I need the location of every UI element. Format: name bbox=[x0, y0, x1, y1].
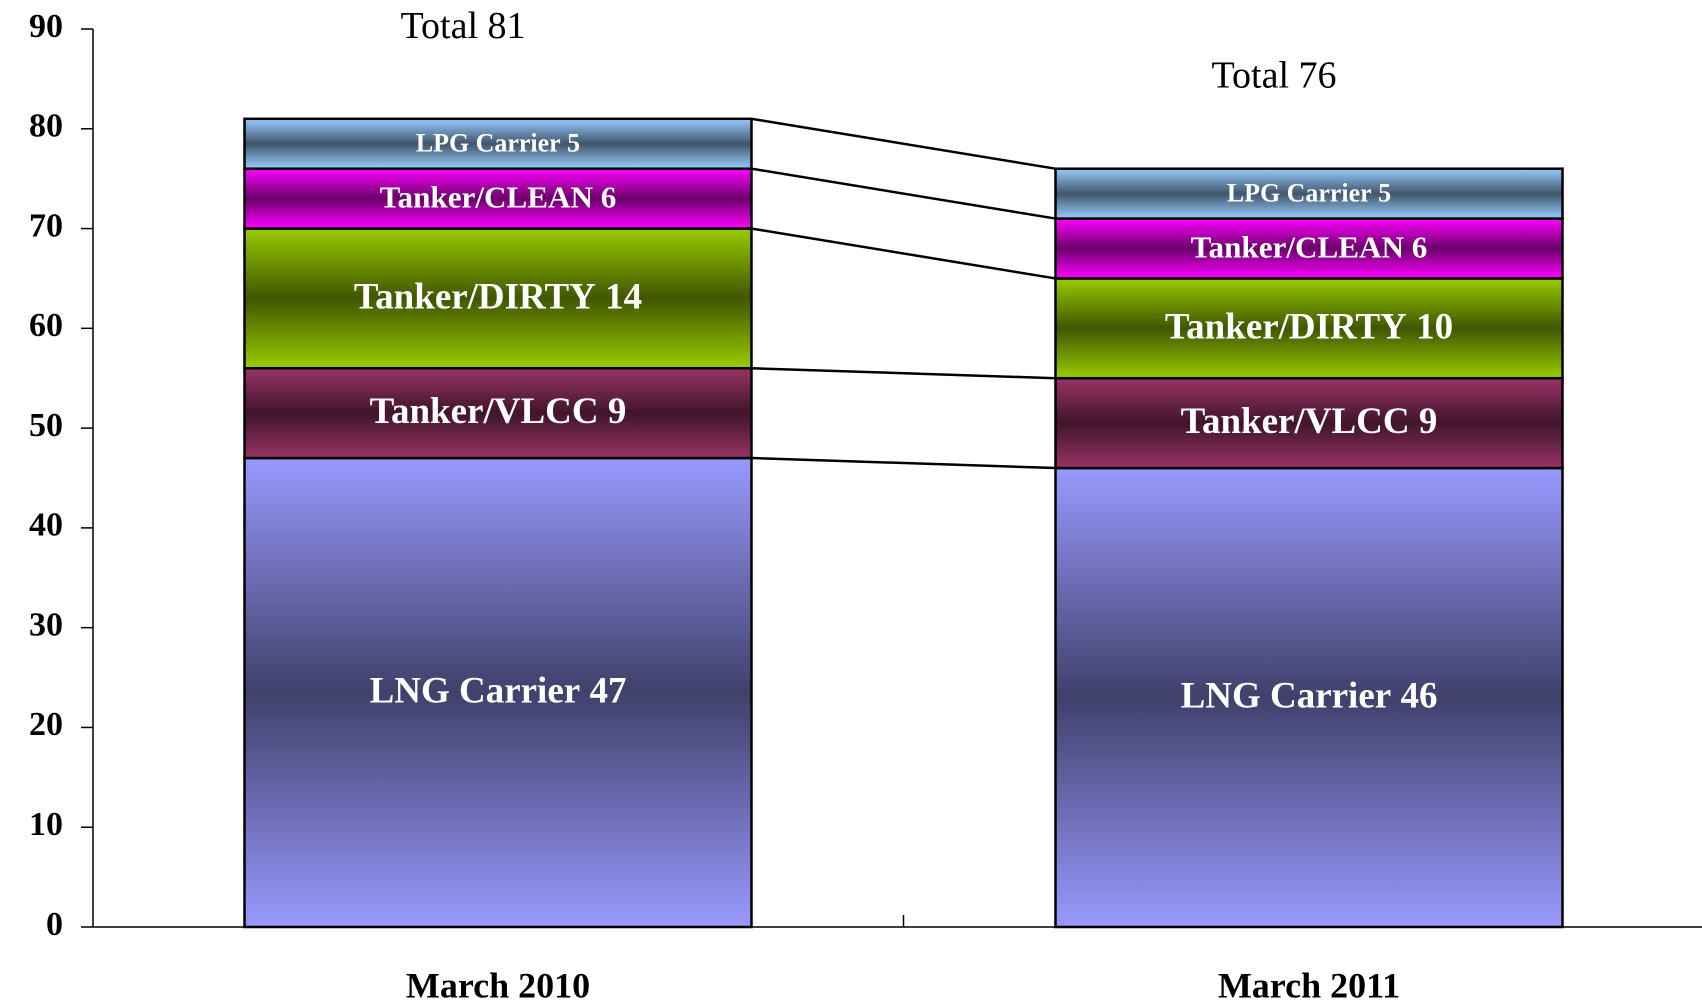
segment-name: Tanker/DIRTY bbox=[354, 277, 596, 318]
segment-name: LNG Carrier bbox=[370, 671, 581, 712]
segment-value: 6 bbox=[601, 180, 617, 215]
segment-name: Tanker/VLCC bbox=[1181, 402, 1410, 443]
segment-name: LPG Carrier bbox=[416, 129, 561, 158]
total-word: Total bbox=[400, 5, 478, 47]
bar-segment bbox=[1054, 167, 1564, 220]
y-tick-label: 70 bbox=[29, 207, 63, 244]
segment-label: Tanker/CLEAN 6 bbox=[380, 180, 617, 215]
segment-value: 10 bbox=[1416, 307, 1453, 348]
y-tick-label: 20 bbox=[29, 706, 63, 743]
segment-label: Tanker/DIRTY 14 bbox=[354, 277, 642, 318]
bar-segment bbox=[1054, 217, 1564, 280]
segment-name: Tanker/CLEAN bbox=[380, 180, 594, 215]
y-tick-label: 60 bbox=[29, 307, 63, 344]
connector-line bbox=[751, 456, 1056, 470]
total-label: Total 76 bbox=[1211, 54, 1336, 96]
segment-name: Tanker/CLEAN bbox=[1191, 230, 1405, 265]
segment-label: Tanker/VLCC 9 bbox=[370, 392, 627, 433]
bar-segment bbox=[1054, 277, 1564, 380]
y-tick-label: 50 bbox=[29, 407, 63, 444]
y-tick-label: 40 bbox=[29, 507, 63, 544]
y-tick-label: 30 bbox=[29, 606, 63, 643]
segment-value: 6 bbox=[1412, 230, 1428, 265]
segment-label: Tanker/DIRTY 10 bbox=[1165, 307, 1453, 348]
segment-value: 46 bbox=[1400, 676, 1437, 717]
connector-line bbox=[751, 366, 1056, 380]
segment-label: LPG Carrier 5 bbox=[416, 129, 580, 158]
segment-name: Tanker/VLCC bbox=[370, 392, 599, 433]
x-tick-label: March 2010 bbox=[406, 965, 590, 1005]
segment-label: LNG Carrier 47 bbox=[370, 671, 627, 712]
segment-value: 5 bbox=[567, 129, 580, 158]
total-label: Total 81 bbox=[400, 5, 525, 47]
segment-value: 47 bbox=[589, 671, 626, 712]
segment-value: 9 bbox=[608, 392, 627, 433]
segment-value: 9 bbox=[1419, 402, 1438, 443]
segment-name: Tanker/DIRTY bbox=[1165, 307, 1407, 348]
segment-label: Tanker/CLEAN 6 bbox=[1191, 230, 1428, 265]
segment-value: 5 bbox=[1378, 179, 1391, 208]
total-word: Total bbox=[1211, 54, 1289, 96]
segment-label: Tanker/VLCC 9 bbox=[1181, 402, 1438, 443]
y-tick-label: 0 bbox=[46, 906, 63, 943]
segment-label: LNG Carrier 46 bbox=[1181, 676, 1438, 717]
bar-segment bbox=[243, 366, 753, 460]
connector-line bbox=[751, 117, 1056, 170]
connector-line bbox=[751, 167, 1056, 220]
segment-label: LPG Carrier 5 bbox=[1227, 179, 1391, 208]
bar-segment bbox=[243, 227, 753, 370]
connector-line bbox=[751, 227, 1056, 280]
y-tick-label: 80 bbox=[29, 108, 63, 145]
bar-segment bbox=[243, 117, 753, 170]
segment-value: 14 bbox=[605, 277, 642, 318]
x-tick-label: March 2011 bbox=[1218, 965, 1400, 1005]
bar-segment bbox=[243, 456, 753, 929]
bar-segment bbox=[243, 167, 753, 230]
bar-segment bbox=[1054, 376, 1564, 470]
total-value: 81 bbox=[488, 5, 526, 47]
segment-name: LNG Carrier bbox=[1181, 676, 1392, 717]
segment-name: LPG Carrier bbox=[1227, 179, 1372, 208]
y-tick-label: 10 bbox=[29, 806, 63, 843]
y-tick-label: 90 bbox=[29, 8, 63, 45]
total-value: 76 bbox=[1299, 54, 1337, 96]
